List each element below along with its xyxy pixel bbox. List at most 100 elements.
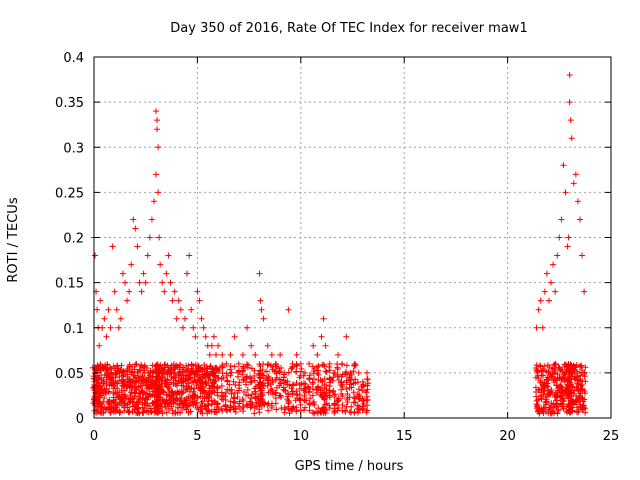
data-point (172, 400, 179, 407)
data-point (223, 360, 230, 367)
data-point (113, 306, 120, 313)
data-point (163, 409, 170, 416)
data-point (565, 234, 572, 241)
data-point (331, 393, 338, 400)
data-point (551, 394, 558, 401)
data-point (139, 373, 146, 380)
data-point (264, 401, 271, 408)
data-point (560, 162, 567, 169)
data-point (359, 387, 366, 394)
data-point (256, 378, 263, 385)
x-tick-label: 20 (499, 429, 516, 444)
data-point (156, 408, 163, 415)
data-point (244, 386, 251, 393)
chart-title: Day 350 of 2016, Rate Of TEC Index for r… (170, 21, 527, 36)
data-point (348, 371, 355, 378)
data-point (230, 378, 237, 385)
data-point (354, 379, 361, 386)
data-point (101, 394, 108, 401)
data-point (101, 315, 108, 322)
data-point (239, 371, 246, 378)
data-point (558, 216, 565, 223)
data-point (168, 388, 175, 395)
data-point (323, 368, 330, 375)
data-point (259, 367, 266, 374)
data-point (176, 370, 183, 377)
data-point (356, 392, 363, 399)
data-point (276, 369, 283, 376)
data-point (309, 400, 316, 407)
data-point (136, 410, 143, 417)
data-point (263, 368, 270, 375)
data-point (309, 381, 316, 388)
data-point (231, 333, 238, 340)
data-point (293, 351, 300, 358)
data-point (311, 376, 318, 383)
data-point (213, 401, 220, 408)
y-axis-label: ROTI / TECUs (6, 197, 21, 282)
data-point (117, 409, 124, 416)
data-point (322, 342, 329, 349)
data-point (134, 243, 141, 250)
data-point (92, 252, 99, 259)
data-point (320, 361, 327, 368)
data-point (256, 270, 263, 277)
data-point (183, 397, 190, 404)
data-point (548, 279, 555, 286)
data-point (100, 378, 107, 385)
data-point (552, 288, 559, 295)
data-point (104, 362, 111, 369)
data-point (342, 371, 349, 378)
data-point (289, 363, 296, 370)
data-point (330, 374, 337, 381)
data-point (330, 387, 337, 394)
data-point (540, 387, 547, 394)
data-point (251, 377, 258, 384)
data-point (541, 363, 548, 370)
data-point (132, 361, 139, 368)
data-point (105, 306, 112, 313)
data-point (562, 189, 569, 196)
data-point (363, 369, 370, 376)
data-point (236, 400, 243, 407)
data-point (326, 383, 333, 390)
data-point (107, 324, 114, 331)
data-point (132, 225, 139, 232)
data-point (572, 171, 579, 178)
data-point (97, 392, 104, 399)
data-point (226, 387, 233, 394)
data-point (259, 392, 266, 399)
data-point (194, 394, 201, 401)
data-point (96, 383, 103, 390)
data-point (364, 386, 371, 393)
data-point (557, 382, 564, 389)
data-point (159, 279, 166, 286)
data-point (208, 342, 215, 349)
data-point (364, 402, 371, 409)
data-point (115, 378, 122, 385)
data-point (138, 288, 145, 295)
data-point (261, 375, 268, 382)
x-tick-label: 10 (293, 429, 310, 444)
data-point (534, 402, 541, 409)
data-point (155, 144, 162, 151)
data-point (222, 393, 229, 400)
data-point (157, 261, 164, 268)
data-point (260, 383, 267, 390)
data-point (290, 381, 297, 388)
data-point (215, 342, 222, 349)
data-point (300, 372, 307, 379)
data-point (146, 234, 153, 241)
data-point (115, 324, 122, 331)
data-point (578, 382, 585, 389)
data-point (159, 408, 166, 415)
data-point (131, 366, 138, 373)
data-point (281, 387, 288, 394)
data-point (568, 408, 575, 415)
data-point (99, 324, 106, 331)
data-point (567, 117, 574, 124)
data-point (166, 367, 173, 374)
data-point (293, 379, 300, 386)
data-point (251, 404, 258, 411)
data-point (198, 400, 205, 407)
